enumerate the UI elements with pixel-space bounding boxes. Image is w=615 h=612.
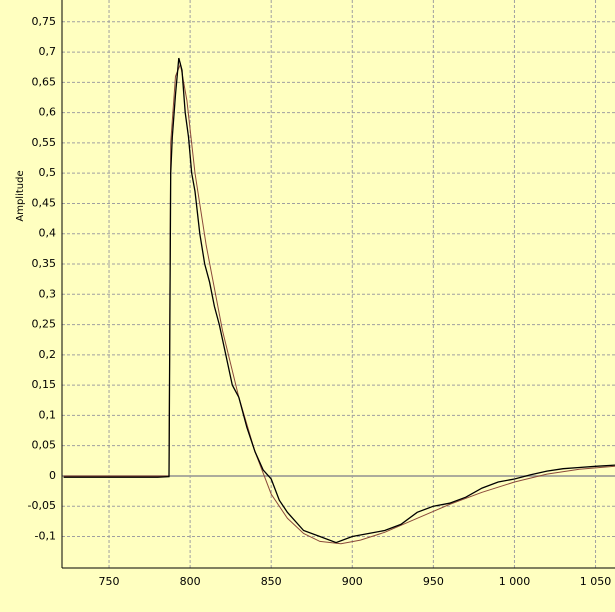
series-line: [63, 62, 615, 545]
y-tick-label: 0,75: [32, 15, 57, 28]
y-tick-label: 0,2: [39, 348, 57, 361]
y-tick-label: 0,7: [39, 45, 57, 58]
x-tick-label: 800: [180, 575, 201, 588]
y-tick-label: 0,45: [32, 196, 57, 209]
y-tick-label: 0,6: [39, 106, 57, 119]
y-tick-label: 0,1: [39, 408, 57, 421]
x-tick-label: 750: [99, 575, 120, 588]
x-tick-label: 1 000: [499, 575, 531, 588]
y-tick-label: 0,3: [39, 287, 57, 300]
y-tick-label: 0,4: [39, 227, 57, 240]
y-tick-label: 0,65: [32, 75, 57, 88]
series-line: [63, 57, 615, 544]
x-tick-label: 850: [261, 575, 282, 588]
x-tick-label: 900: [342, 575, 363, 588]
y-tick-label: 0,55: [32, 136, 57, 149]
y-tick-label: 0: [49, 469, 56, 482]
y-tick-label: 0,5: [39, 166, 57, 179]
x-tick-label: 1 050: [580, 575, 612, 588]
y-tick-label: -0,1: [35, 530, 56, 543]
y-tick-label: 0,05: [32, 439, 57, 452]
y-tick-label: 0,35: [32, 257, 57, 270]
y-tick-label: -0,05: [28, 499, 56, 512]
x-tick-label: 950: [423, 575, 444, 588]
y-tick-label: 0,15: [32, 378, 57, 391]
y-axis-label: Amplitude: [15, 170, 26, 221]
y-tick-label: 0,25: [32, 318, 57, 331]
